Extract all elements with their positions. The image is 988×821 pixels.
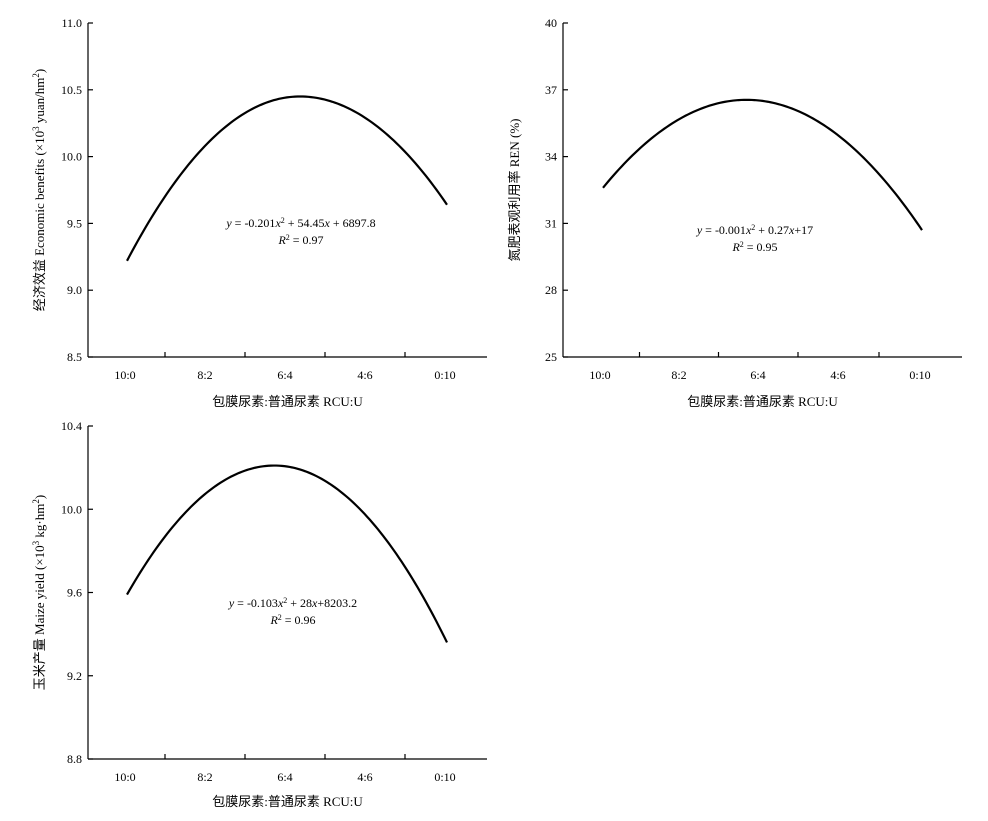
x-tick-label: 10:0 bbox=[114, 368, 135, 382]
x-axis-title: 包膜尿素:普通尿素 RCU:U bbox=[687, 394, 838, 409]
r-squared-label: R2 = 0.95 bbox=[731, 240, 777, 255]
x-tick-label: 0:10 bbox=[909, 368, 930, 382]
x-tick-label: 0:10 bbox=[434, 770, 455, 784]
x-tick-label: 8:2 bbox=[671, 368, 686, 382]
chart-economic-benefits: 8.5 9.0 9.5 10.0 10.5 11.0 10:0 8:2 6:4 4:6 0:10 包膜… bbox=[31, 16, 487, 409]
y-tick-label: 8.8 bbox=[67, 752, 82, 766]
y-tick-label: 25 bbox=[545, 350, 557, 364]
y-axis-title: 氮肥表观利用率 REN (%) bbox=[507, 119, 522, 262]
y-tick-label: 10.0 bbox=[61, 150, 82, 164]
y-tick-label: 37 bbox=[545, 83, 557, 97]
fitted-curve bbox=[602, 98, 923, 231]
y-tick-label: 28 bbox=[545, 283, 557, 297]
y-axis-title: 玉米产量 Maize yield (×103 kg·hm2) bbox=[31, 495, 47, 690]
r-squared-label: R2 = 0.96 bbox=[269, 613, 315, 628]
x-tick-label: 6:4 bbox=[750, 368, 765, 382]
y-tick-label: 10.5 bbox=[61, 83, 82, 97]
chart-nitrogen-recovery: 25 28 31 34 37 40 10:0 8:2 6:4 4:6 0:10 包膜尿素:普通尿素 R… bbox=[507, 16, 962, 409]
x-tick-label: 4:6 bbox=[357, 368, 372, 382]
x-tick-label: 6:4 bbox=[277, 368, 292, 382]
y-tick-label: 8.5 bbox=[67, 350, 82, 364]
x-axis-title: 包膜尿素:普通尿素 RCU:U bbox=[212, 794, 363, 809]
y-tick-label: 9.0 bbox=[67, 283, 82, 297]
y-tick-label: 10.4 bbox=[61, 419, 82, 433]
x-tick-label: 4:6 bbox=[357, 770, 372, 784]
y-tick-label: 10.0 bbox=[61, 502, 82, 516]
equation-label: y = -0.201x2 + 54.45x + 6897.8 bbox=[225, 216, 375, 231]
equation-label: y = -0.001x2 + 0.27x+17 bbox=[696, 223, 813, 238]
y-tick-label: 9.5 bbox=[67, 216, 82, 230]
x-tick-label: 8:2 bbox=[197, 368, 212, 382]
chart-maize-yield: 8.8 9.2 9.6 10.0 10.4 10:0 8:2 6:4 4:6 0:10 包膜尿素:普… bbox=[31, 419, 487, 809]
x-tick-label: 10:0 bbox=[589, 368, 610, 382]
equation-label: y = -0.103x2 + 28x+8203.2 bbox=[228, 596, 357, 611]
y-tick-label: 9.2 bbox=[67, 669, 82, 683]
x-tick-label: 6:4 bbox=[277, 770, 292, 784]
y-tick-label: 40 bbox=[545, 16, 557, 30]
y-tick-label: 9.6 bbox=[67, 586, 82, 600]
y-tick-label: 31 bbox=[545, 216, 557, 230]
x-tick-label: 8:2 bbox=[197, 770, 212, 784]
y-axis-title: 经济效益 Economic benefits (×103 yuan/hm2) bbox=[31, 69, 47, 311]
y-tick-label: 34 bbox=[545, 150, 557, 164]
y-tick-label: 11.0 bbox=[61, 16, 82, 30]
x-tick-label: 10:0 bbox=[114, 770, 135, 784]
fitted-curve bbox=[126, 464, 448, 643]
x-tick-label: 0:10 bbox=[434, 368, 455, 382]
x-axis-title: 包膜尿素:普通尿素 RCU:U bbox=[212, 394, 363, 409]
r-squared-label: R2 = 0.97 bbox=[277, 233, 323, 248]
x-tick-label: 4:6 bbox=[830, 368, 845, 382]
fitted-curve bbox=[126, 95, 448, 262]
